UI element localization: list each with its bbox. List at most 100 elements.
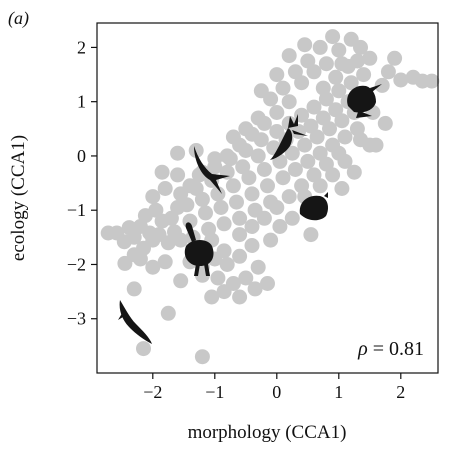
data-point: [173, 232, 189, 248]
data-point: [356, 67, 372, 83]
x-axis: −2 −1 0 1 2: [143, 373, 405, 402]
data-point: [284, 145, 300, 161]
data-points: [100, 29, 440, 365]
data-point: [424, 73, 440, 89]
data-point: [368, 137, 384, 153]
data-point: [325, 167, 341, 183]
rho-symbol: ρ: [357, 338, 368, 360]
data-point: [210, 186, 226, 202]
x-tick-label: −1: [205, 382, 224, 402]
data-point: [269, 67, 285, 83]
data-point: [312, 178, 328, 194]
data-point: [343, 75, 359, 91]
data-point: [198, 205, 213, 221]
data-point: [157, 254, 173, 270]
data-point: [182, 178, 198, 194]
data-point: [136, 341, 151, 357]
data-point: [331, 83, 347, 99]
x-tick-label: 1: [334, 382, 343, 402]
data-point: [393, 72, 409, 88]
data-point: [315, 80, 331, 96]
data-point: [322, 121, 337, 137]
kiwi-icon: [347, 84, 382, 118]
data-point: [232, 289, 248, 305]
data-point: [294, 75, 310, 91]
data-point: [170, 167, 186, 183]
data-point: [306, 167, 322, 183]
data-point: [275, 170, 291, 186]
data-point: [374, 77, 390, 93]
data-point: [300, 153, 316, 169]
data-point: [207, 151, 223, 167]
data-point: [170, 145, 186, 161]
data-point: [281, 48, 297, 64]
data-point: [334, 181, 350, 196]
eagle-icon: [118, 300, 152, 344]
data-point: [232, 248, 248, 264]
panel-label: (a): [8, 8, 29, 29]
data-point: [194, 191, 210, 207]
data-point: [328, 102, 344, 118]
data-point: [219, 148, 235, 164]
data-point: [216, 284, 232, 300]
data-point: [173, 273, 189, 289]
data-point: [263, 232, 279, 248]
data-point: [287, 162, 303, 177]
data-point: [238, 270, 254, 286]
data-point: [216, 216, 232, 232]
data-point: [204, 289, 220, 305]
data-point: [281, 189, 297, 205]
data-point: [309, 129, 325, 145]
data-point: [260, 178, 275, 194]
cassowary-icon: [184, 222, 214, 276]
data-point: [300, 53, 316, 69]
data-point: [241, 170, 257, 186]
data-point: [297, 37, 313, 53]
data-point: [337, 153, 353, 169]
plot-frame: [96, 22, 439, 374]
data-point: [303, 118, 319, 134]
data-point: [250, 148, 266, 164]
correlation-annotation: ρ = 0.81: [357, 338, 424, 360]
x-tick-label: 2: [396, 382, 405, 402]
data-point: [194, 349, 210, 365]
data-point: [272, 219, 288, 234]
data-point: [225, 129, 241, 145]
data-point: [232, 210, 248, 226]
data-point: [126, 281, 142, 297]
data-point: [377, 115, 393, 131]
data-point: [232, 227, 248, 243]
data-point: [275, 80, 291, 96]
x-tick-label: 0: [272, 382, 281, 402]
data-point: [179, 197, 195, 213]
quail-icon: [299, 192, 328, 221]
data-point: [256, 210, 272, 226]
frigatebird-icon: [194, 146, 230, 194]
data-point: [337, 129, 353, 145]
data-point: [353, 39, 368, 55]
data-point: [353, 132, 368, 148]
data-point: [148, 202, 164, 218]
data-point: [349, 53, 365, 69]
data-point: [287, 64, 303, 80]
data-point: [306, 99, 322, 115]
data-point: [328, 69, 344, 85]
data-point: [334, 56, 350, 72]
data-point: [219, 257, 235, 272]
data-point: [256, 162, 272, 177]
data-point: [303, 227, 319, 243]
data-point: [244, 186, 260, 202]
y-axis-title: ecology (CCA1): [8, 135, 29, 261]
data-point: [250, 110, 266, 126]
data-point: [154, 164, 170, 180]
data-point: [210, 270, 226, 286]
data-point: [244, 219, 260, 234]
data-point: [244, 238, 260, 253]
x-tick-label: −2: [143, 382, 162, 402]
y-tick-label: 2: [77, 37, 86, 57]
data-point: [225, 178, 241, 194]
data-point: [380, 64, 396, 80]
data-point: [157, 181, 173, 196]
data-point: [318, 56, 334, 72]
data-point: [346, 164, 362, 180]
